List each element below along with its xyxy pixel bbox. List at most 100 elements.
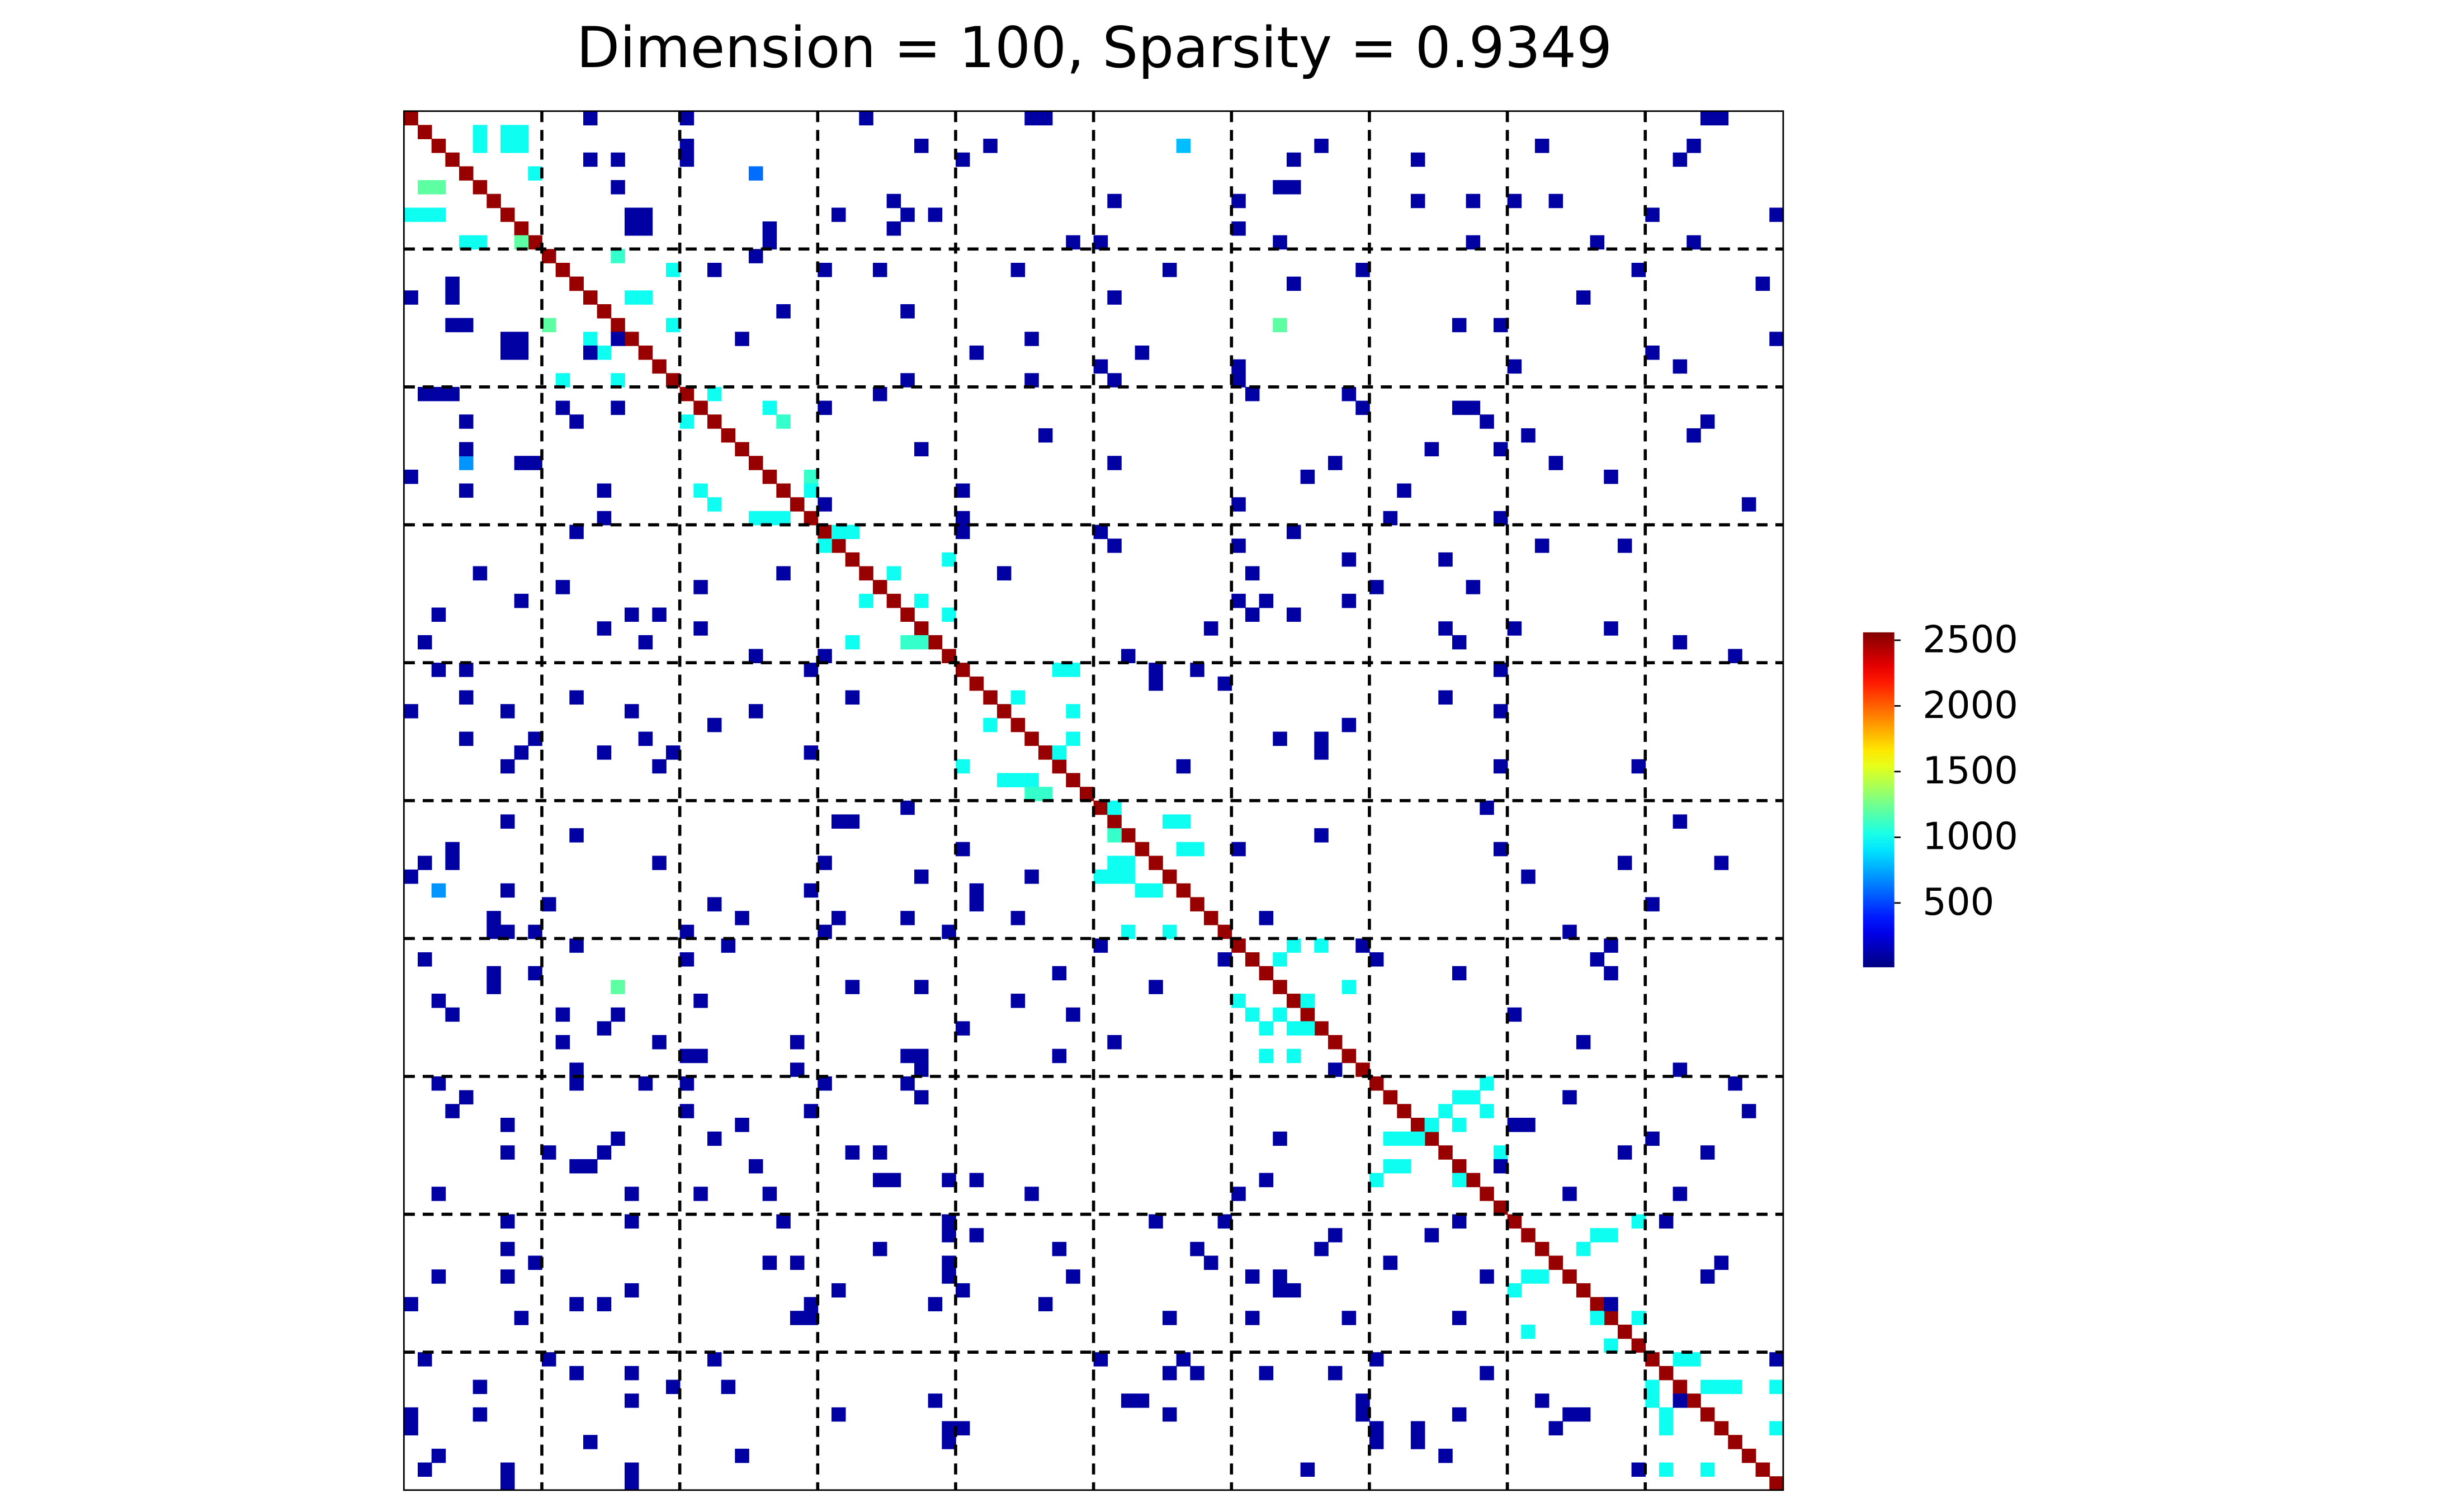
cell <box>1659 1407 1674 1422</box>
cell <box>1452 1214 1467 1229</box>
cell <box>955 1021 970 1036</box>
cell <box>1466 580 1481 594</box>
cell <box>996 773 1012 787</box>
cell <box>1452 1090 1467 1105</box>
cell <box>1121 856 1136 870</box>
cell <box>597 621 612 636</box>
cell <box>845 525 860 540</box>
cell <box>955 511 970 526</box>
cell <box>969 883 984 898</box>
cell <box>541 318 556 333</box>
cell <box>818 924 832 939</box>
cell <box>914 635 929 650</box>
cell <box>500 1476 515 1491</box>
cell <box>1617 538 1632 553</box>
cell <box>569 414 584 429</box>
cell <box>1328 1365 1343 1381</box>
cell <box>1438 1145 1453 1160</box>
cell <box>1507 1117 1522 1132</box>
cell <box>597 483 612 498</box>
cell <box>1410 1131 1425 1146</box>
cell <box>1093 938 1108 953</box>
cell <box>1162 263 1177 277</box>
cell <box>459 414 474 429</box>
cell <box>790 497 805 512</box>
cell <box>1217 676 1232 691</box>
cell <box>1107 373 1122 388</box>
cell <box>804 745 819 760</box>
cell <box>1452 400 1467 415</box>
cell <box>1024 111 1039 126</box>
cell <box>818 525 832 540</box>
cell <box>1493 511 1508 526</box>
cell <box>1410 1117 1425 1132</box>
cell <box>500 883 515 898</box>
cell <box>1493 842 1508 857</box>
cell <box>500 139 515 153</box>
cell <box>1010 994 1026 1008</box>
cell <box>1107 800 1122 815</box>
cell <box>804 883 819 898</box>
cell <box>431 663 446 677</box>
cell <box>404 207 418 222</box>
cell <box>1659 1214 1674 1229</box>
cell <box>1273 235 1287 250</box>
cell <box>1121 828 1136 843</box>
cell <box>1217 1214 1232 1229</box>
cell <box>514 745 529 760</box>
cell <box>1493 759 1508 774</box>
cell <box>928 635 943 650</box>
cell <box>611 180 625 195</box>
cell <box>1093 800 1108 815</box>
cell <box>569 1159 584 1174</box>
cell <box>1576 1283 1591 1298</box>
cell <box>1093 359 1108 374</box>
cell <box>1493 318 1508 333</box>
cell <box>528 731 542 746</box>
cell <box>679 152 695 167</box>
cell <box>1273 1007 1287 1022</box>
cell <box>1190 842 1204 857</box>
cell <box>942 607 956 622</box>
cell <box>1659 1421 1674 1436</box>
cell <box>1604 938 1618 953</box>
cell <box>1176 759 1191 774</box>
cell <box>1052 1241 1067 1256</box>
cell <box>624 290 639 305</box>
cell <box>735 442 749 457</box>
cell <box>1093 870 1108 884</box>
cell <box>1314 745 1329 760</box>
cell <box>431 180 446 195</box>
cell <box>1245 607 1260 622</box>
colorbar-tick-label: 500 <box>1922 880 1994 924</box>
cell <box>748 704 763 719</box>
cell <box>1341 717 1357 733</box>
cell <box>1466 235 1481 250</box>
cell <box>872 1241 887 1256</box>
cell <box>1162 924 1177 939</box>
cell <box>1010 717 1026 733</box>
cell <box>1507 193 1522 209</box>
cell <box>1149 1214 1163 1229</box>
cell <box>1176 842 1191 857</box>
cell <box>624 332 639 346</box>
cell <box>404 469 418 484</box>
cell <box>1534 1241 1550 1256</box>
cell <box>652 759 667 774</box>
cell <box>1190 1241 1204 1256</box>
cell <box>1383 1131 1398 1146</box>
cell <box>555 263 570 277</box>
cell <box>762 1255 777 1270</box>
cell <box>1066 663 1080 677</box>
cell <box>1576 1241 1591 1256</box>
cell <box>1700 111 1715 126</box>
cell <box>955 525 970 540</box>
cell <box>1369 580 1384 594</box>
cell <box>500 924 515 939</box>
cell <box>1645 345 1660 360</box>
cell <box>1631 1214 1646 1229</box>
cell <box>1452 1407 1467 1422</box>
cell <box>528 924 542 939</box>
cell <box>1024 373 1039 388</box>
cell <box>804 1311 819 1325</box>
